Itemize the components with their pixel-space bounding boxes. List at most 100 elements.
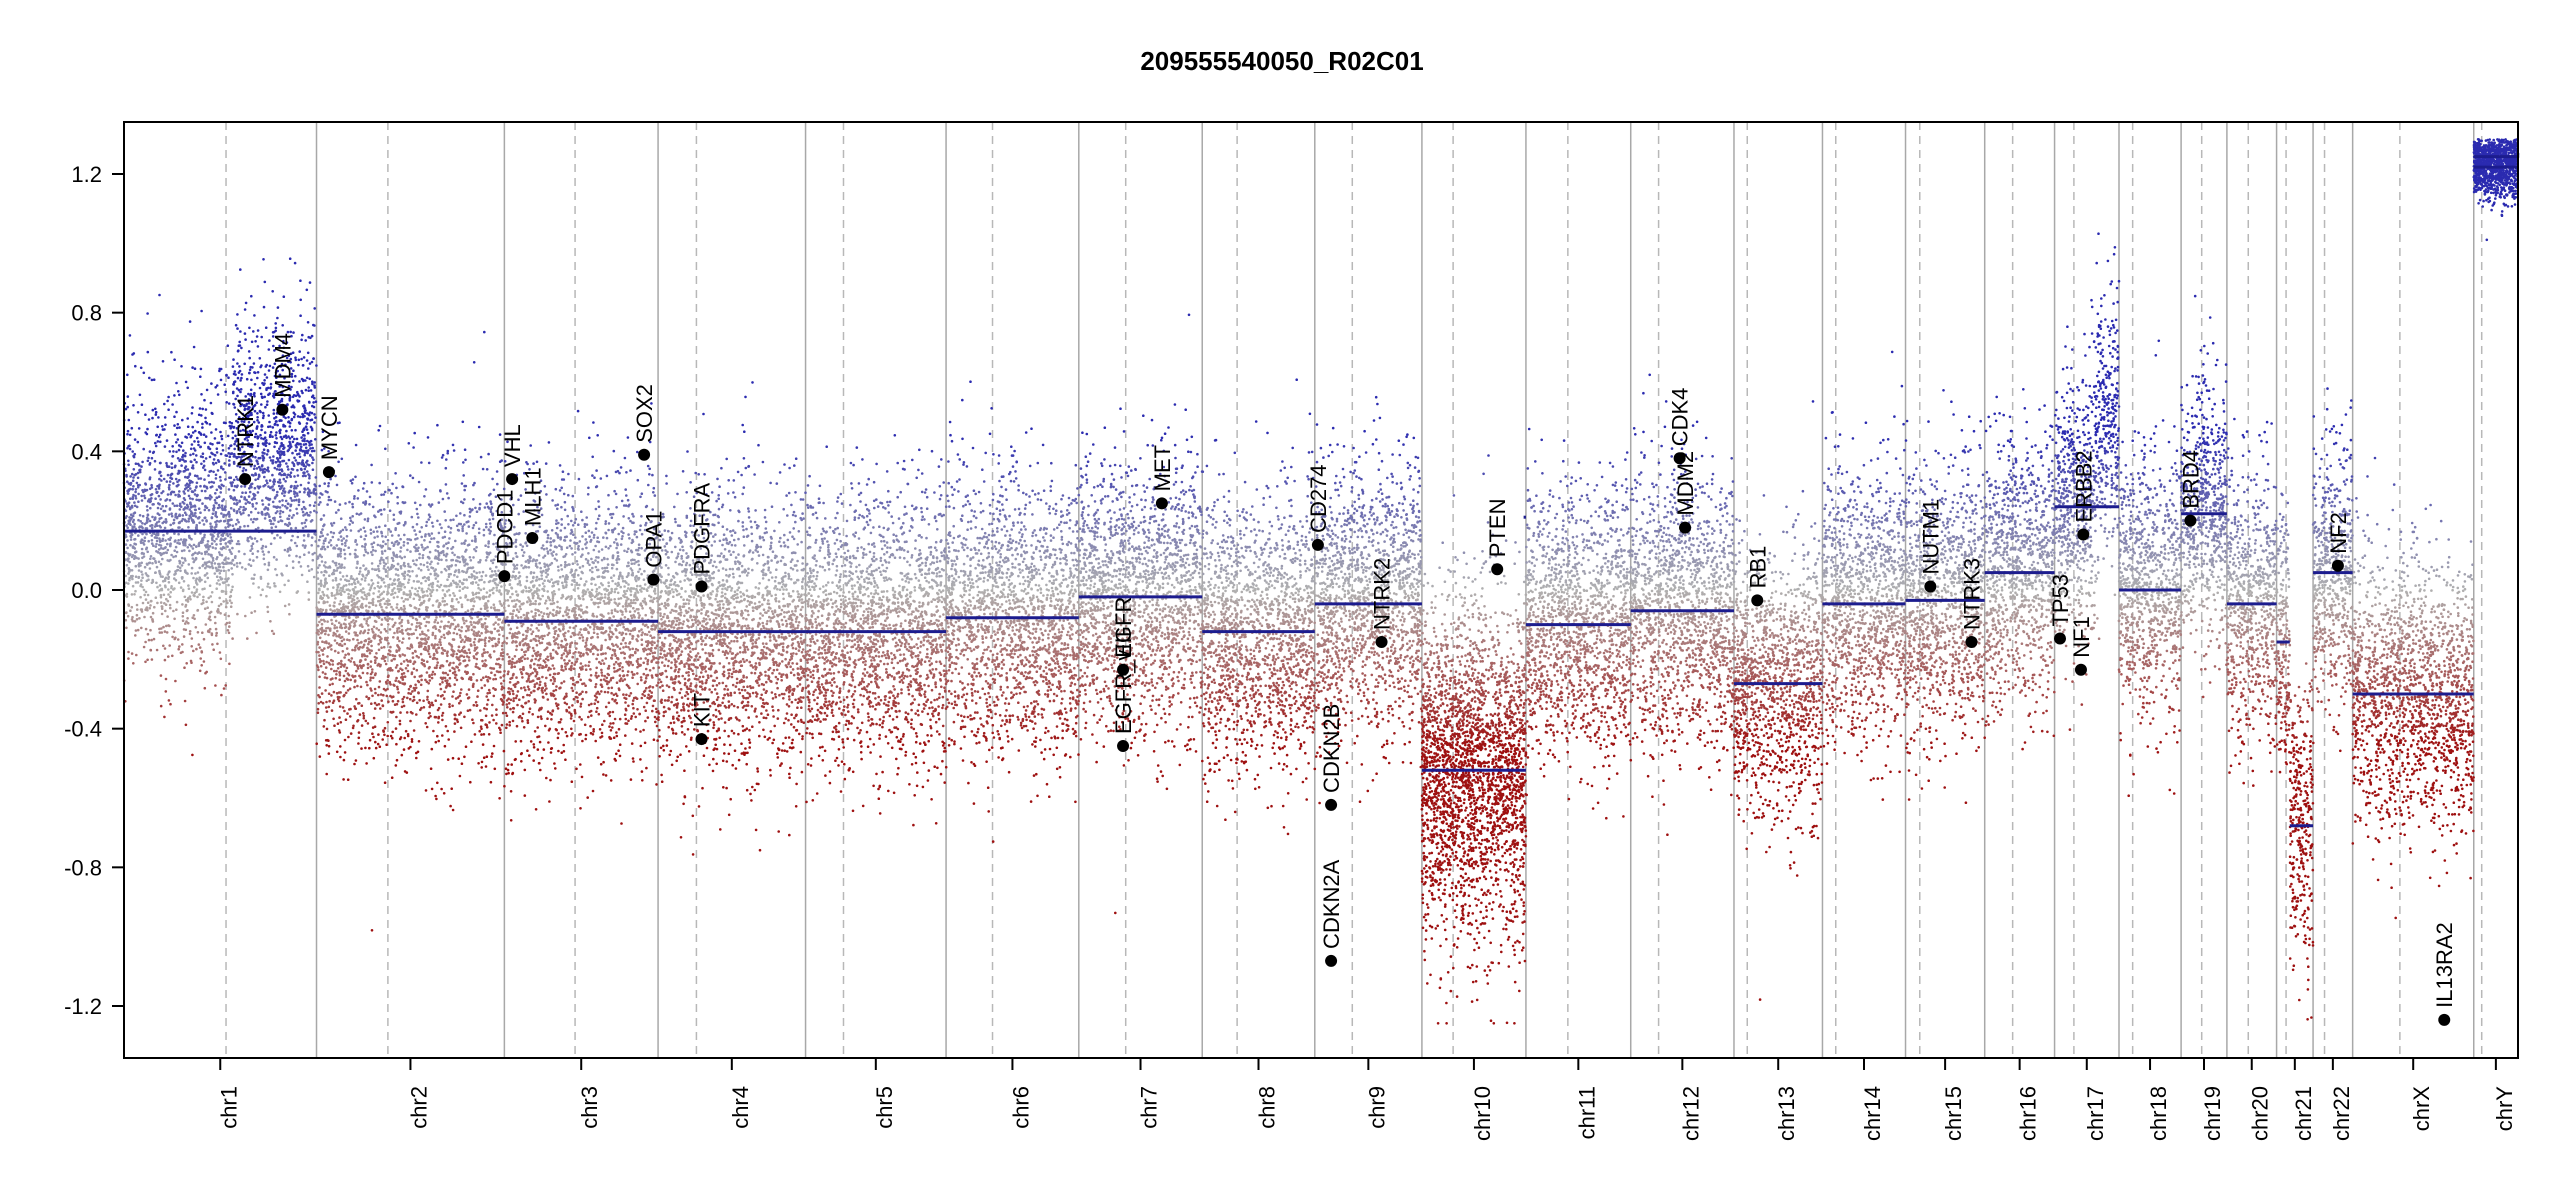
probe-point bbox=[236, 519, 239, 522]
probe-point bbox=[165, 690, 168, 693]
probe-point bbox=[145, 598, 148, 601]
probe-point bbox=[242, 512, 245, 515]
probe-point bbox=[209, 584, 212, 587]
probe-point bbox=[165, 598, 168, 601]
probe-point bbox=[144, 489, 147, 492]
probe-point bbox=[254, 340, 257, 343]
probe-point bbox=[273, 446, 276, 449]
probe-point bbox=[211, 542, 214, 545]
probe-point bbox=[202, 452, 205, 455]
probe-point bbox=[181, 557, 184, 560]
probe-point bbox=[173, 532, 176, 535]
probe-point bbox=[227, 344, 230, 347]
probe-point bbox=[294, 262, 297, 265]
probe-point bbox=[159, 584, 162, 587]
probe-point bbox=[205, 623, 208, 626]
probe-point bbox=[256, 556, 259, 559]
probe-point bbox=[141, 499, 144, 502]
probe-point bbox=[181, 643, 184, 646]
probe-point bbox=[293, 438, 296, 441]
probe-point bbox=[175, 546, 178, 549]
probe-point bbox=[267, 611, 270, 614]
probe-point bbox=[187, 546, 190, 549]
probe-point bbox=[262, 503, 265, 506]
probe-point bbox=[161, 505, 164, 508]
probe-point bbox=[304, 525, 307, 528]
probe-point bbox=[292, 514, 295, 517]
probe-point bbox=[260, 594, 263, 597]
probe-point bbox=[310, 389, 313, 392]
probe-point bbox=[261, 547, 264, 550]
probe-point bbox=[267, 551, 270, 554]
probe-point bbox=[239, 506, 242, 509]
probe-point bbox=[215, 477, 218, 480]
probe-point bbox=[179, 567, 182, 570]
probe-point bbox=[200, 310, 203, 313]
probe-point bbox=[218, 605, 221, 608]
probe-point bbox=[130, 538, 133, 541]
probe-point bbox=[271, 435, 274, 438]
probe-point bbox=[168, 699, 171, 702]
probe-point bbox=[192, 453, 195, 456]
probe-point bbox=[168, 484, 171, 487]
probe-point bbox=[164, 610, 167, 613]
probe-point bbox=[273, 582, 276, 585]
probe-point bbox=[276, 468, 279, 471]
probe-point bbox=[140, 579, 143, 582]
probe-point bbox=[192, 547, 195, 550]
probe-point bbox=[215, 543, 218, 546]
probe-point bbox=[167, 593, 170, 596]
probe-point bbox=[171, 466, 174, 469]
probe-point bbox=[306, 377, 309, 380]
probe-point bbox=[131, 450, 134, 453]
probe-point bbox=[209, 456, 212, 459]
probe-point bbox=[171, 403, 174, 406]
probe-point bbox=[143, 616, 146, 619]
probe-point bbox=[306, 428, 309, 431]
probe-point bbox=[146, 517, 149, 520]
probe-point bbox=[219, 612, 222, 615]
probe-point bbox=[132, 662, 135, 665]
probe-point bbox=[134, 365, 137, 368]
probe-point bbox=[216, 575, 219, 578]
probe-point bbox=[174, 680, 177, 683]
probe-point bbox=[200, 552, 203, 555]
probe-point bbox=[278, 447, 281, 450]
probe-point bbox=[222, 449, 225, 452]
probe-point bbox=[153, 638, 156, 641]
probe-point bbox=[211, 516, 214, 519]
probe-point bbox=[218, 583, 221, 586]
probe-point bbox=[164, 445, 167, 448]
probe-point bbox=[307, 352, 310, 355]
probe-point bbox=[140, 562, 143, 565]
probe-point bbox=[139, 514, 142, 517]
probe-point bbox=[137, 629, 140, 632]
probe-point bbox=[193, 440, 196, 443]
probe-point bbox=[142, 515, 145, 518]
probe-point bbox=[263, 558, 266, 561]
probe-point bbox=[178, 582, 181, 585]
probe-point bbox=[299, 279, 302, 282]
probe-point bbox=[289, 425, 292, 428]
probe-point bbox=[146, 551, 149, 554]
probe-point bbox=[258, 466, 261, 469]
probe-point bbox=[241, 373, 244, 376]
chart-title: 209555540050_R02C01 bbox=[1140, 46, 1423, 76]
probe-point bbox=[135, 629, 138, 632]
probe-point bbox=[302, 511, 305, 514]
probe-point bbox=[299, 299, 302, 302]
probe-point bbox=[199, 511, 202, 514]
probe-point bbox=[210, 452, 213, 455]
probe-point bbox=[189, 472, 192, 475]
probe-point bbox=[174, 494, 177, 497]
probe-point bbox=[192, 557, 195, 560]
probe-point bbox=[180, 464, 183, 467]
probe-point bbox=[141, 461, 144, 464]
probe-point bbox=[268, 443, 271, 446]
probe-point bbox=[271, 290, 274, 293]
probe-point bbox=[307, 482, 310, 485]
probe-point bbox=[224, 478, 227, 481]
probe-point bbox=[249, 558, 252, 561]
probe-point bbox=[307, 386, 310, 389]
probe-point bbox=[297, 474, 300, 477]
